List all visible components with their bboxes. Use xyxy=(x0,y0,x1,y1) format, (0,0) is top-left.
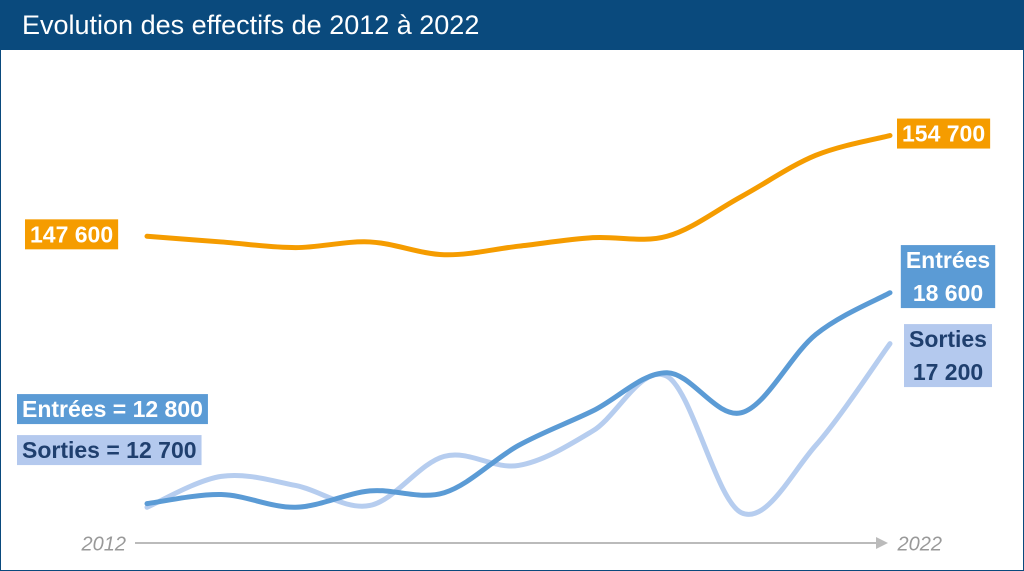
value-label-group: Entrées 18 600 xyxy=(900,245,996,309)
label-box xyxy=(25,219,119,250)
value-label-group: Sorties 17 200 xyxy=(904,324,992,388)
value-label: 18 600 xyxy=(913,280,983,306)
value-label: 17 200 xyxy=(913,359,983,385)
label-box xyxy=(904,324,992,388)
series-line xyxy=(144,132,893,258)
label-box xyxy=(900,245,996,309)
x-tick-label: 2012 xyxy=(81,533,127,555)
label-box xyxy=(17,435,202,466)
label-box xyxy=(897,118,991,149)
x-axis-arrow xyxy=(876,537,888,549)
chart-title: Evolution des effectifs de 2012 à 2022 xyxy=(22,10,479,40)
value-label-group: Entrées = 12 800 xyxy=(17,394,208,425)
series-line xyxy=(144,341,893,517)
header-bar xyxy=(0,0,1024,50)
value-label: Sorties = 12 700 xyxy=(22,437,197,463)
series-line xyxy=(144,290,893,510)
value-label-group: 154 700 xyxy=(897,118,991,149)
value-label: 154 700 xyxy=(902,121,985,147)
value-label-group: 147 600 xyxy=(25,219,119,250)
legend-label: Sorties xyxy=(909,326,987,352)
value-label-group: Sorties = 12 700 xyxy=(17,435,202,466)
label-box xyxy=(17,394,208,425)
legend-label: Entrées xyxy=(906,247,990,273)
value-label: Entrées = 12 800 xyxy=(22,396,203,422)
x-tick-label: 2022 xyxy=(897,533,943,555)
value-label: 147 600 xyxy=(30,221,113,247)
